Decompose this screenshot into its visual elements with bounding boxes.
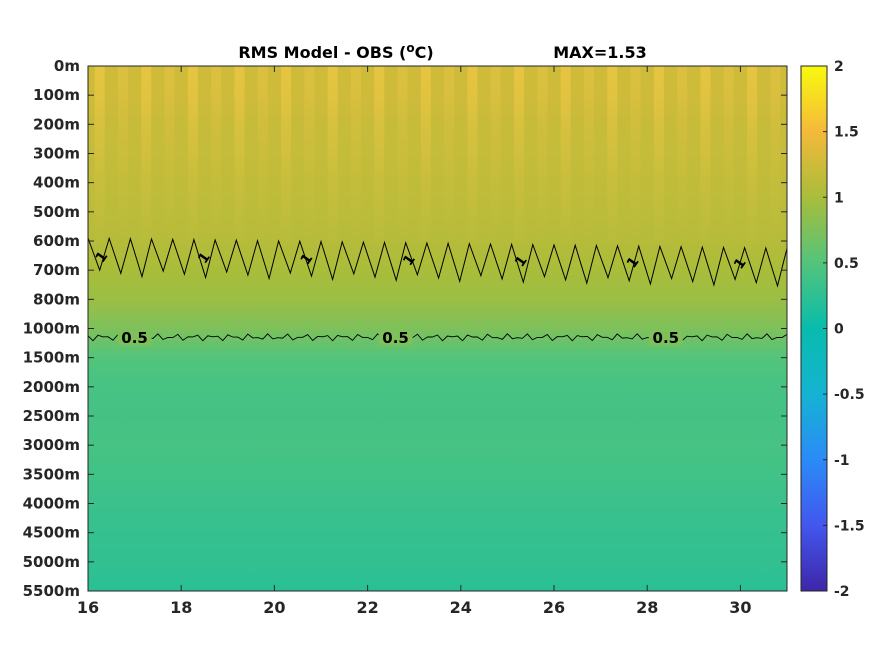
contour-line-1: [88, 236, 787, 288]
y-tick-label: 3000m: [23, 436, 80, 454]
x-tick-label: 30: [729, 598, 751, 617]
contour-label-bg: [648, 329, 683, 346]
heatmap-stripe: [444, 66, 455, 256]
colorbar-tick-label: 1: [834, 190, 844, 206]
heatmap-stripe: [94, 66, 105, 256]
heatmap-stripe: [164, 66, 175, 256]
x-tick-label: 20: [263, 598, 285, 617]
heatmap-stripe: [420, 66, 431, 256]
heatmap-stripe: [490, 66, 501, 256]
colorbar-tick-label: -1.5: [834, 518, 865, 534]
heatmap-stripe: [187, 66, 198, 256]
y-tick-label: 5500m: [23, 582, 80, 600]
y-tick-label: 300m: [33, 145, 80, 163]
x-tick-label: 28: [636, 598, 658, 617]
heatmap-stripe: [304, 66, 315, 256]
y-tick-label: 2000m: [23, 378, 80, 396]
colorbar-ticks: 2 1.5 1 0.5 0 -0.5 -1 -1.5 -2: [823, 59, 865, 600]
heatmap-stripe: [467, 66, 478, 256]
x-tick-label: 24: [450, 598, 472, 617]
colorbar-tick-label: -2: [834, 584, 850, 600]
contour-label: 0.5: [382, 329, 409, 347]
heatmap-stripe: [770, 66, 781, 256]
heatmap-stripe: [583, 66, 594, 256]
heatmap-stripe: [607, 66, 618, 256]
y-tick-label: 600m: [33, 232, 80, 250]
heatmap-stripe: [723, 66, 734, 256]
heatmap-stripe: [327, 66, 338, 256]
heatmap-stripe: [747, 66, 758, 256]
contour-label-bg: [117, 329, 152, 346]
heatmap-stripe: [677, 66, 688, 256]
x-tick-label: 26: [543, 598, 565, 617]
y-tick-label: 400m: [33, 174, 80, 192]
colorbar-tick-label: 2: [834, 59, 844, 75]
contour-label-bg: [378, 329, 413, 346]
heatmap-stripe: [514, 66, 525, 256]
heatmap-stripe: [257, 66, 268, 256]
heatmap-stripe: [141, 66, 152, 256]
y-tick-label: 100m: [33, 86, 80, 104]
heatmap-stripe: [630, 66, 641, 256]
y-tick-label: 5000m: [23, 553, 80, 571]
heatmap-field: [88, 66, 787, 591]
heatmap-stripe: [117, 66, 128, 256]
y-tick-label: 200m: [33, 115, 80, 133]
y-tick-label: 500m: [33, 203, 80, 221]
y-tick-label: 800m: [33, 290, 80, 308]
colorbar-tick-label: 0: [834, 322, 844, 338]
heatmap-stripe: [350, 66, 361, 256]
contour-label: 0.5: [121, 329, 148, 347]
heatmap-stripe: [211, 66, 222, 256]
heatmap: [88, 66, 787, 591]
y-tick-label: 2500m: [23, 407, 80, 425]
heatmap-stripe: [397, 66, 408, 256]
heatmap-stripe: [374, 66, 385, 256]
colorbar-tick-label: 0.5: [834, 256, 859, 272]
contour-label: 0.5: [653, 329, 680, 347]
x-tick-label: 22: [356, 598, 378, 617]
y-tick-label: 1500m: [23, 349, 80, 367]
heatmap-stripe: [653, 66, 664, 256]
y-tick-label: 4000m: [23, 495, 80, 513]
heatmap-stripe: [560, 66, 571, 256]
heatmap-stripe: [234, 66, 245, 256]
y-tick-label: 3500m: [23, 465, 80, 483]
x-tick-label: 18: [170, 598, 192, 617]
heatmap-stripe: [537, 66, 548, 256]
x-tick-label: 16: [77, 598, 99, 617]
heatmap-stripe: [281, 66, 292, 256]
y-axis: 0m 100m 200m 300m 400m 500m 600m 700m 800m 1000m 1…: [23, 57, 787, 600]
colorbar-tick-label: 1.5: [834, 125, 859, 141]
y-tick-label: 0m: [54, 57, 80, 75]
y-tick-label: 4500m: [23, 524, 80, 542]
heatmap-stripe: [700, 66, 711, 256]
colorbar-tick-label: -0.5: [834, 387, 865, 403]
chart-title: RMS Model - OBS (oC): [238, 41, 433, 62]
max-label: MAX=1.53: [553, 43, 647, 62]
colorbar-tick-label: -1: [834, 453, 850, 469]
y-tick-label: 700m: [33, 261, 80, 279]
colorbar: [800, 65, 828, 592]
y-tick-label: 1000m: [23, 320, 80, 338]
x-axis: 16 18 20 22 24 26 28 30: [77, 66, 752, 617]
